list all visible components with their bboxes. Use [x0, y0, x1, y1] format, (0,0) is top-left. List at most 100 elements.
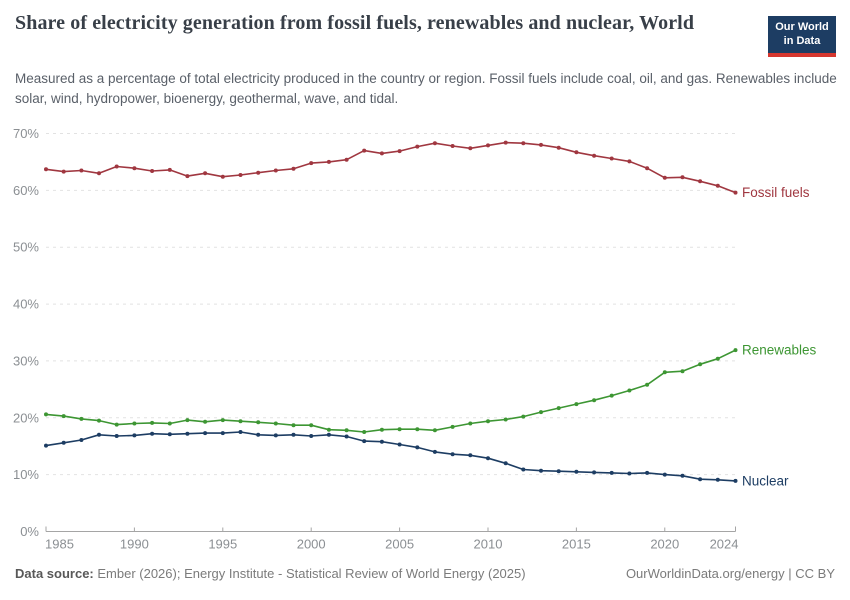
renewables-series-label[interactable]: Renewables: [742, 343, 817, 358]
data-point: [344, 434, 349, 439]
data-source-note: Data source: Ember (2026); Energy Instit…: [15, 566, 526, 583]
data-point: [379, 427, 384, 432]
nuclear-points: [44, 430, 738, 483]
footer-license-link[interactable]: OurWorldinData.org/energy | CC BY: [625, 566, 835, 581]
data-point: [238, 430, 243, 434]
data-point: [450, 144, 455, 148]
data-point: [344, 157, 349, 162]
nuclear-line[interactable]: [45, 431, 737, 482]
data-point: [132, 421, 137, 426]
data-point: [733, 478, 738, 483]
data-point: [132, 433, 137, 438]
data-point: [256, 420, 261, 425]
data-point: [715, 183, 720, 188]
data-point: [662, 175, 667, 180]
data-point: [397, 427, 402, 432]
x-tick-label: 2015: [562, 537, 591, 552]
data-point: [468, 146, 473, 151]
data-point: [203, 171, 208, 176]
data-point: [715, 477, 720, 482]
data-source-label: Data source:: [15, 566, 94, 581]
data-point: [645, 382, 650, 387]
data-point: [309, 434, 314, 438]
fossil-fuels-line[interactable]: [45, 141, 737, 194]
data-point: [680, 473, 685, 478]
data-point: [698, 477, 703, 482]
data-point: [556, 469, 561, 474]
data-point: [521, 414, 526, 419]
data-point: [379, 151, 384, 156]
data-point: [592, 153, 597, 158]
data-point: [44, 443, 48, 448]
data-point: [539, 142, 543, 147]
nuclear-series-label[interactable]: Nuclear: [742, 473, 789, 488]
data-point: [326, 427, 331, 432]
data-source-text: Ember (2026); Energy Institute - Statist…: [93, 566, 526, 581]
chart-title: Share of electricity generation from fos…: [15, 12, 695, 34]
data-point: [450, 452, 455, 457]
data-point: [592, 470, 597, 475]
data-point: [556, 406, 561, 411]
chart-subtitle: Measured as a percentage of total electr…: [15, 71, 837, 106]
data-point: [592, 398, 597, 403]
x-tick-label: 2010: [474, 537, 503, 552]
fossil-fuels-series-label[interactable]: Fossil fuels: [742, 185, 810, 200]
data-point: [415, 427, 420, 432]
data-point: [79, 438, 84, 442]
data-point: [203, 419, 208, 424]
data-point: [362, 148, 367, 153]
renewables-points: [44, 348, 738, 434]
data-point: [680, 369, 685, 374]
data-point: [44, 167, 48, 172]
data-point: [291, 432, 296, 437]
data-point: [61, 169, 66, 174]
chart-canvas: 0% 10% 20% 30% 40% 50% 60% 70% 1985 1990 1995 2000 2…: [13, 126, 817, 552]
data-point: [486, 419, 490, 424]
x-tick-label: 2000: [297, 537, 326, 552]
data-point: [150, 169, 155, 173]
data-point: [733, 348, 738, 353]
data-point: [167, 421, 172, 426]
data-point: [114, 434, 119, 438]
data-point: [468, 421, 473, 426]
data-point: [662, 370, 667, 375]
y-tick-label: 0%: [20, 524, 39, 539]
data-point: [415, 144, 420, 149]
data-point: [220, 174, 225, 179]
data-point: [291, 166, 296, 171]
y-tick-label: 50%: [13, 240, 39, 255]
data-point: [450, 424, 455, 429]
data-point: [150, 420, 155, 425]
data-point: [114, 422, 119, 427]
data-point: [185, 174, 190, 179]
data-point: [627, 471, 632, 476]
y-tick-label: 30%: [13, 353, 39, 368]
data-point: [415, 445, 420, 450]
data-point: [185, 418, 190, 423]
data-point: [379, 439, 384, 444]
fossil-fuels-points: [44, 140, 738, 195]
data-point: [609, 156, 614, 161]
data-point: [273, 168, 278, 173]
data-point: [114, 164, 119, 169]
renewables-line[interactable]: [45, 349, 737, 433]
owid-logo[interactable]: Our World in Data: [768, 16, 836, 57]
data-point: [574, 469, 579, 474]
data-point: [220, 418, 225, 423]
data-point: [645, 470, 650, 475]
data-point: [521, 141, 526, 146]
data-point: [326, 432, 331, 437]
data-point: [167, 167, 172, 172]
data-point: [698, 362, 703, 367]
y-tick-label: 40%: [13, 297, 39, 312]
data-point: [539, 410, 543, 415]
data-point: [291, 423, 296, 428]
data-point: [698, 179, 703, 184]
data-point: [574, 402, 579, 407]
x-tick-label: 1995: [208, 537, 237, 552]
data-point: [486, 456, 490, 461]
data-point: [468, 453, 473, 458]
data-point: [662, 472, 667, 477]
data-point: [97, 432, 101, 437]
